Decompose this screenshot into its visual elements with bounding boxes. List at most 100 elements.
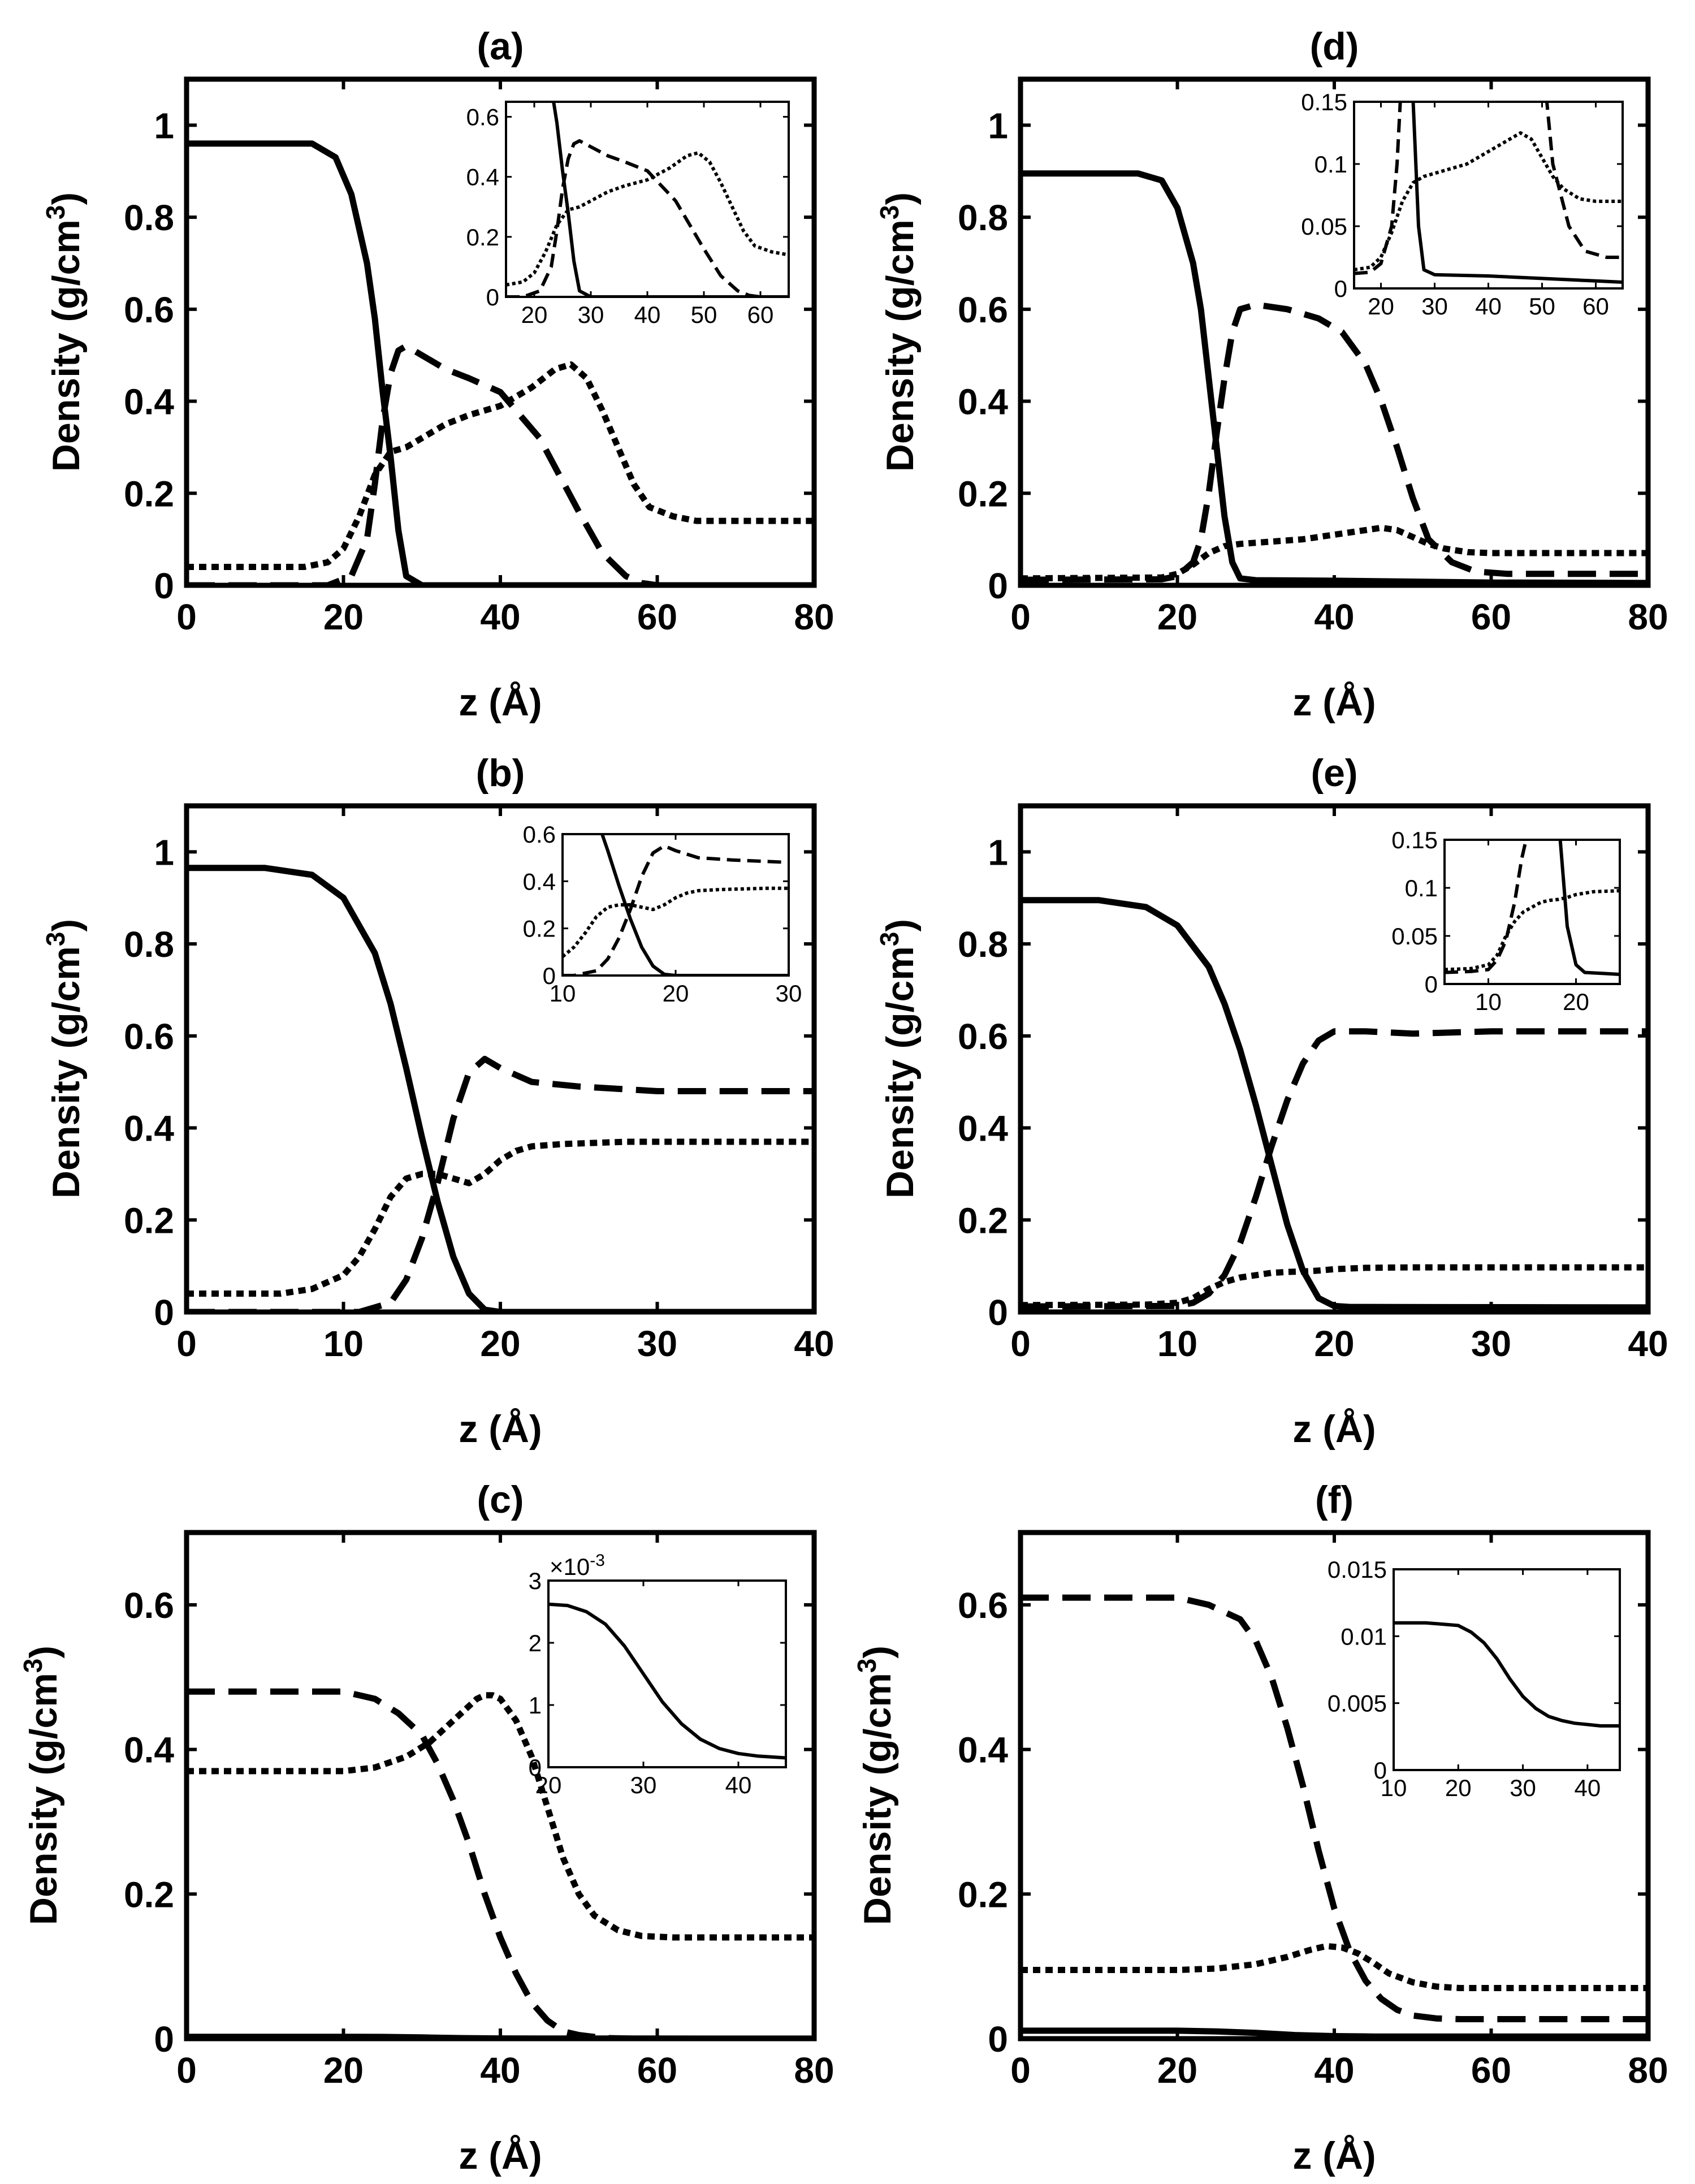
plot-area-f: 0 20 40 60 80 0 0.2 0.4 0.6 10 20 30 40 0 0.005 0.01 0.0… bbox=[958, 1530, 1668, 2091]
y-tick-label: 0.6 bbox=[124, 290, 174, 330]
y-tick-label: 0 bbox=[988, 2019, 1008, 2060]
y-tick-label: 0 bbox=[988, 566, 1008, 606]
inset-y-tick-label: 2 bbox=[529, 1630, 542, 1656]
inset-x-tick-label: 60 bbox=[1582, 293, 1609, 320]
y-tick-label: 0.4 bbox=[124, 1108, 174, 1149]
x-tick-label: 20 bbox=[1314, 1323, 1354, 1364]
y-axis-label-d: Density (g/cm3) bbox=[875, 192, 922, 472]
y-tick-label: 0.6 bbox=[958, 1016, 1008, 1057]
axes-frame bbox=[1018, 803, 1651, 1315]
x-tick-label: 20 bbox=[480, 1323, 520, 1364]
panel-title-e: (e) bbox=[1311, 752, 1357, 795]
x-tick-label: 60 bbox=[1471, 2050, 1511, 2091]
series-dotted-line bbox=[1021, 524, 1648, 582]
series-dotted-line bbox=[1021, 1943, 1648, 1991]
inset-x-tick-label: 40 bbox=[1475, 293, 1502, 320]
x-axis-label-d: z (Å) bbox=[1292, 681, 1376, 724]
inset-y-tick-label: 0.6 bbox=[466, 104, 499, 131]
x-tick-label: 40 bbox=[480, 2050, 520, 2091]
y-tick-label: 0.8 bbox=[124, 197, 174, 238]
inset-x-tick-label: 20 bbox=[1445, 1775, 1472, 1801]
inset-series-solid-line bbox=[1394, 1621, 1620, 1728]
inset-series-dotted-line bbox=[1354, 131, 1623, 271]
y-tick-label: 0.2 bbox=[124, 1200, 174, 1241]
x-tick-label: 0 bbox=[1010, 2050, 1031, 2091]
y-tick-label: 1 bbox=[154, 832, 174, 873]
inset-axes-frame bbox=[1353, 101, 1624, 290]
x-tick-label: 40 bbox=[1314, 2050, 1354, 2091]
panel-d: (d) 0 20 40 60 80 0 0.2 0.4 0.6 0.8 1 20 30 40 50 60 0 0.… bbox=[875, 25, 1668, 724]
inset-series-solid-line bbox=[1411, 102, 1623, 284]
inset-y-tick-label: 0 bbox=[1425, 971, 1438, 998]
inset-y-tick-label: 0.6 bbox=[523, 821, 556, 848]
series-dashed-line bbox=[187, 1056, 814, 1312]
x-tick-label: 30 bbox=[637, 1323, 677, 1364]
y-tick-label: 0.2 bbox=[958, 1874, 1008, 1915]
plot-area-a: 0 20 40 60 80 0 0.2 0.4 0.6 0.8 1 20 30 40 50 60 0 0.2 0.4… bbox=[124, 76, 834, 637]
inset-y-tick-label: 0.1 bbox=[1315, 151, 1347, 178]
series-solid-line bbox=[1021, 897, 1648, 1311]
plot-area-e: 0 10 20 30 40 0 0.2 0.4 0.6 0.8 1 10 20 0 0.05 0.1 0.15 bbox=[958, 803, 1668, 1364]
inset-background bbox=[1354, 102, 1623, 288]
series-dashed-line bbox=[1021, 1028, 1648, 1310]
inset-series-solid-line bbox=[548, 1602, 786, 1760]
x-axis-label-f: z (Å) bbox=[1292, 2134, 1376, 2177]
y-tick-label: 0.4 bbox=[958, 1730, 1008, 1771]
inset-series-solid-line bbox=[1558, 840, 1620, 976]
y-tick-label: 1 bbox=[988, 832, 1008, 873]
y-tick-label: 0.8 bbox=[958, 924, 1008, 965]
series-solid-line bbox=[187, 140, 814, 585]
inset-y-tick-label: 0 bbox=[1374, 1757, 1387, 1784]
inset-series-dashed-line bbox=[1445, 840, 1528, 974]
y-tick-label: 0 bbox=[154, 2019, 174, 2060]
y-axis-label-e: Density (g/cm3) bbox=[875, 919, 922, 1198]
y-tick-label: 0.6 bbox=[124, 1016, 174, 1057]
inset-y-tick-label: 0 bbox=[529, 1754, 542, 1781]
inset-x-tick-label: 40 bbox=[725, 1772, 752, 1798]
x-axis-label-a: z (Å) bbox=[459, 681, 542, 724]
y-tick-label: 0 bbox=[154, 566, 174, 606]
inset-series-dashed-line bbox=[563, 844, 789, 976]
x-tick-label: 30 bbox=[1471, 1323, 1511, 1364]
y-tick-label: 0.4 bbox=[958, 1108, 1008, 1149]
inset-x-tick-label: 20 bbox=[663, 980, 689, 1007]
series-dotted-line bbox=[187, 1692, 814, 1941]
inset-series-solid-line bbox=[552, 102, 789, 297]
inset-series-dotted-line bbox=[506, 151, 789, 287]
y-axis-label-c: Density (g/cm3) bbox=[18, 1646, 65, 1925]
inset-y-tick-label: 1 bbox=[529, 1692, 542, 1719]
panel-title-a: (a) bbox=[477, 25, 524, 68]
x-tick-label: 80 bbox=[794, 2050, 834, 2091]
series-dashed-line bbox=[1021, 1594, 1648, 2022]
inset-background bbox=[506, 102, 789, 297]
x-tick-label: 40 bbox=[480, 597, 520, 637]
inset-x-tick-label: 30 bbox=[578, 301, 604, 328]
y-tick-label: 0.2 bbox=[124, 1874, 174, 1915]
y-tick-label: 0.8 bbox=[958, 197, 1008, 238]
x-axis-label-c: z (Å) bbox=[459, 2134, 542, 2177]
inset-y-tick-label: 0.015 bbox=[1328, 1556, 1387, 1583]
inset-x-tick-label: 10 bbox=[1475, 989, 1502, 1015]
inset-axes-frame bbox=[1443, 839, 1621, 985]
x-tick-label: 20 bbox=[323, 2050, 364, 2091]
x-tick-label: 40 bbox=[1628, 1323, 1668, 1364]
x-tick-label: 40 bbox=[1314, 597, 1354, 637]
y-tick-label: 0 bbox=[988, 1292, 1008, 1333]
y-tick-label: 1 bbox=[988, 105, 1008, 146]
inset-x-tick-label: 60 bbox=[747, 301, 774, 328]
x-tick-label: 0 bbox=[176, 597, 197, 637]
y-tick-label: 0.4 bbox=[124, 1730, 174, 1771]
series-dotted-line bbox=[187, 361, 814, 570]
inset-y-tick-label: 0.15 bbox=[1301, 89, 1347, 115]
inset-a: 20 30 40 50 60 0 0.2 0.4 0.6 bbox=[466, 101, 790, 328]
inset-x-tick-label: 20 bbox=[535, 1772, 562, 1798]
inset-series-dotted-line bbox=[1445, 889, 1620, 972]
inset-y-tick-label: 0.01 bbox=[1341, 1623, 1387, 1650]
inset-e: 10 20 0 0.05 0.1 0.15 bbox=[1391, 827, 1621, 1015]
x-tick-label: 80 bbox=[1628, 2050, 1668, 2091]
axes-frame bbox=[184, 803, 817, 1315]
